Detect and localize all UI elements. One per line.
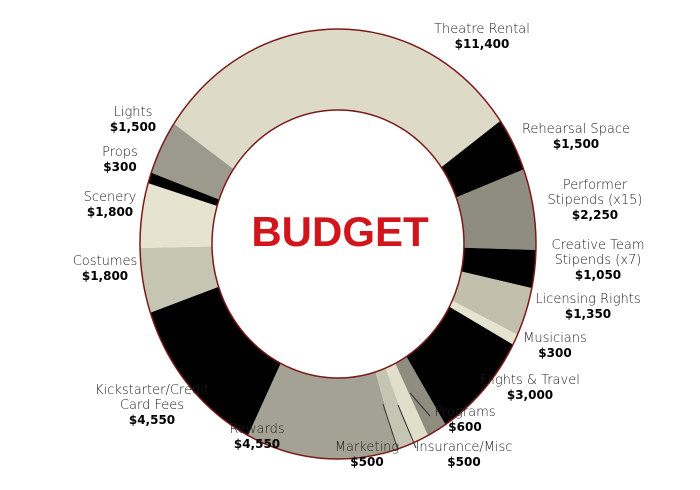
label-name: Rehearsal Space [521, 122, 631, 137]
donut-outline [139, 28, 537, 460]
donut-segment [461, 247, 536, 289]
label: Scenery $1,800 [55, 190, 165, 220]
donut-segment [449, 300, 518, 345]
label-name: Insurance/Misc [415, 440, 513, 455]
value-label: $1,500 [109, 120, 157, 134]
value-label: $600 [448, 420, 482, 434]
label: Performer Stipends (x15) $2,250 [540, 178, 650, 223]
label-name: Rewards [229, 422, 285, 437]
label-name: Costumes [72, 254, 138, 269]
label-name: Lights [113, 105, 153, 120]
label: Musicians $300 [495, 331, 615, 361]
label-name: Licensing Rights [535, 292, 641, 307]
label: Creative Team Stipends (x7) $1,050 [543, 238, 653, 283]
label-name: Props [102, 145, 138, 160]
value-label: $500 [350, 455, 384, 469]
donut-segment [441, 120, 524, 198]
label: Marketing $500 [317, 440, 417, 470]
leader-line [382, 403, 399, 451]
label: Theatre Rental $11,400 [412, 22, 552, 52]
label: Licensing Rights $1,350 [518, 292, 658, 322]
leader-line [409, 392, 431, 417]
value-label: $1,800 [86, 205, 134, 219]
donut-segment [452, 271, 532, 335]
donut-segment [395, 356, 446, 436]
donut-segment [150, 286, 281, 436]
value-label: $4,550 [128, 413, 176, 427]
label: Props $300 [70, 145, 170, 175]
value-label: $1,050 [574, 268, 622, 282]
value-label: $1,500 [552, 137, 600, 151]
donut-segment [151, 123, 234, 200]
donut-segment [247, 363, 397, 460]
label: Rehearsal Space $1,500 [506, 122, 646, 152]
donut-segment [173, 29, 501, 170]
value-label: $2,250 [571, 208, 619, 222]
donut-segment [406, 306, 513, 425]
chart-title: BUDGET [251, 208, 429, 255]
value-label: $1,350 [564, 307, 612, 321]
label-name: Flights & Travel [480, 373, 580, 388]
label-name: Marketing [334, 440, 400, 455]
donut-segment [385, 363, 428, 444]
donut-segment [140, 246, 219, 313]
donut-segment [456, 169, 536, 251]
value-label: $1,800 [81, 269, 129, 283]
label: Rewards $4,550 [207, 422, 307, 452]
label: Insurance/Misc $500 [404, 440, 524, 470]
donut-outline [211, 109, 465, 379]
label-name: Programs [434, 405, 496, 420]
label: Lights $1,500 [83, 105, 183, 135]
label-name: Musicians [523, 331, 587, 346]
label-name: Performer Stipends (x15) [547, 178, 643, 208]
value-label: $300 [538, 346, 572, 360]
donut-segment [375, 368, 413, 450]
value-label: $3,000 [506, 388, 554, 402]
donut-segment [148, 172, 220, 207]
leader-line [397, 404, 417, 449]
value-label: $500 [447, 455, 481, 469]
value-label: $300 [103, 160, 137, 174]
value-label: $4,550 [233, 437, 281, 451]
label-name: Scenery [83, 190, 137, 205]
label-name: Kickstarter/Credit Card Fees [95, 383, 209, 413]
value-label: $11,400 [454, 37, 510, 51]
label: Kickstarter/Credit Card Fees $4,550 [87, 383, 217, 428]
label-name: Creative Team Stipends (x7) [551, 238, 645, 268]
label: Costumes $1,800 [50, 254, 160, 284]
donut-segment [139, 183, 218, 249]
label: Flights & Travel $3,000 [460, 373, 600, 403]
label: Programs $600 [415, 405, 515, 435]
label-name: Theatre Rental [434, 22, 530, 37]
